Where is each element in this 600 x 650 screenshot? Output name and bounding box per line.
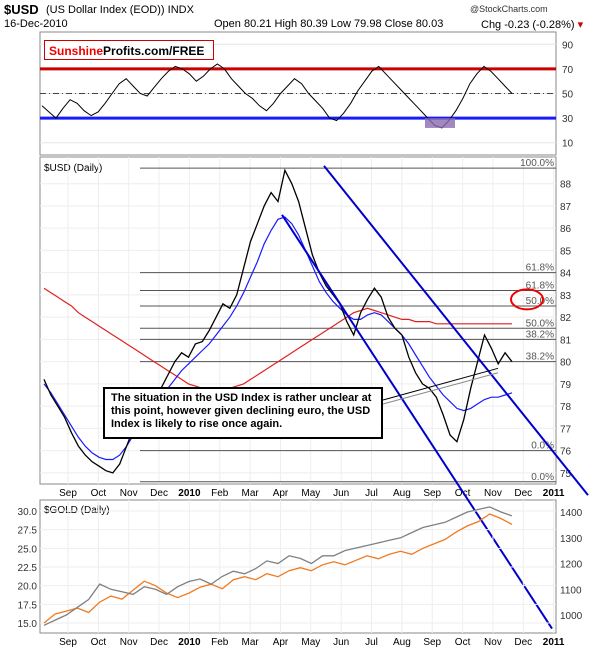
usd-x-tick-label: 2011 — [543, 488, 565, 499]
annotation-pointer — [382, 367, 499, 401]
gold-left-tick-label: 25.0 — [18, 544, 38, 555]
rsi-tick-label: 30 — [562, 114, 574, 125]
date-label: 16-Dec-2010 — [4, 18, 68, 30]
channel-lower-line — [281, 214, 553, 630]
usd-x-tick-label: Nov — [120, 488, 138, 499]
usd-x-tick-label: Aug — [393, 488, 411, 499]
gold-x-tick-label: Jul — [365, 637, 378, 648]
channel-upper-line — [323, 165, 589, 496]
rsi-oversold-shade — [425, 118, 455, 128]
gold-x-tick-label: Sep — [423, 637, 441, 648]
rsi-tick-label: 90 — [562, 40, 574, 51]
usd-x-tick-label: 2010 — [178, 488, 201, 499]
gold-x-tick-label: Sep — [59, 637, 77, 648]
usd-tick-label: 78 — [560, 402, 572, 413]
usd-tick-label: 85 — [560, 246, 572, 257]
usd-x-tick-label: Dec — [514, 488, 532, 499]
symbol-title: $USD — [4, 2, 39, 17]
usd-x-tick-label: Jun — [333, 488, 349, 499]
highlight-circle — [510, 288, 544, 311]
fib-label: 61.8% — [526, 280, 554, 291]
usd-x-tick-label: Sep — [59, 488, 77, 499]
usd-x-tick-label: Dec — [150, 488, 168, 499]
gold-x-tick-label: 2011 — [543, 637, 565, 648]
usd-tick-label: 87 — [560, 202, 572, 213]
usd-x-tick-label: Oct — [91, 488, 107, 499]
gold-x-tick-label: Mar — [242, 637, 260, 648]
ohlc-readout: Open 80.21 High 80.39 Low 79.98 Close 80… — [214, 18, 444, 30]
usd-x-tick-label: Apr — [273, 488, 289, 499]
rsi-tick-label: 50 — [562, 90, 574, 101]
usd-tick-label: 82 — [560, 313, 572, 324]
fib-label: 38.2% — [526, 329, 554, 340]
usd-tick-label: 75 — [560, 469, 572, 480]
gold-x-tick-label: Oct — [91, 637, 107, 648]
watermark: @StockCharts.com — [470, 4, 548, 14]
fib-label: 61.8% — [526, 263, 554, 274]
gold-x-tick-label: Aug — [393, 637, 411, 648]
usd-x-tick-label: Jul — [365, 488, 378, 499]
usd-x-tick-label: Mar — [242, 488, 260, 499]
gold-x-tick-label: Dec — [514, 637, 532, 648]
usd-tick-label: 81 — [560, 335, 572, 346]
change-readout: Chg -0.23 (-0.28%) ▾ — [481, 19, 584, 31]
usd-tick-label: 84 — [560, 269, 572, 280]
gold-x-tick-label: 2010 — [178, 637, 201, 648]
gold-x-tick-label: Dec — [150, 637, 168, 648]
usd-tick-label: 83 — [560, 291, 572, 302]
gold-x-tick-label: May — [301, 637, 320, 648]
annotation-box: The situation in the USD Index is rather… — [103, 387, 383, 439]
usd-tick-label: 77 — [560, 424, 572, 435]
rsi-tick-label: 70 — [562, 65, 574, 76]
gold-right-tick-label: 1400 — [560, 508, 583, 519]
gold-left-tick-label: 30.0 — [18, 507, 38, 518]
gold-right-tick-label: 1200 — [560, 560, 583, 571]
usd-x-tick-label: May — [301, 488, 320, 499]
fib-label: 0.0% — [531, 472, 554, 483]
usd-ma50-line — [43, 216, 513, 461]
gold-left-tick-label: 27.5 — [18, 526, 38, 537]
usd-price-line — [43, 168, 513, 474]
rsi-tick-label: 10 — [562, 139, 574, 150]
gold-x-tick-label: Jun — [333, 637, 349, 648]
gold-x-tick-label: Oct — [455, 637, 471, 648]
usd-x-tick-label: Nov — [484, 488, 502, 499]
usd-x-tick-label: Feb — [211, 488, 229, 499]
gold-orange-line — [43, 513, 513, 624]
usd-ma200-line — [43, 287, 512, 392]
brand-logo: SunshineProfits.com/FREE — [44, 40, 214, 60]
usd-tick-label: 86 — [560, 224, 572, 235]
gold-right-tick-label: 1300 — [560, 534, 583, 545]
fib-label: 38.2% — [526, 352, 554, 363]
gold-x-tick-label: Nov — [484, 637, 502, 648]
gold-left-tick-label: 20.0 — [18, 582, 38, 593]
fib-label: 100.0% — [520, 158, 554, 169]
usd-panel-title: $USD (Daily) — [44, 163, 102, 174]
gold-x-tick-label: Feb — [211, 637, 229, 648]
gold-left-tick-label: 22.5 — [18, 563, 38, 574]
usd-tick-label: 88 — [560, 180, 572, 191]
usd-tick-label: 80 — [560, 358, 572, 369]
fib-label: 0.0% — [531, 441, 554, 452]
gold-grey-line — [43, 506, 513, 626]
annotation-pointer-shadow — [382, 372, 499, 405]
usd-tick-label: 76 — [560, 447, 572, 458]
gold-x-tick-label: Apr — [273, 637, 289, 648]
gold-x-tick-label: Nov — [120, 637, 138, 648]
gold-left-tick-label: 17.5 — [18, 600, 38, 611]
usd-x-tick-label: Sep — [423, 488, 441, 499]
usd-tick-label: 79 — [560, 380, 572, 391]
gold-left-tick-label: 15.0 — [18, 619, 38, 630]
gold-right-tick-label: 1000 — [560, 611, 583, 622]
fib-label: 50.0% — [526, 318, 554, 329]
gold-right-tick-label: 1100 — [560, 585, 582, 596]
symbol-name: (US Dollar Index (EOD)) INDX — [46, 4, 194, 16]
fib-label: 50.0% — [526, 296, 554, 307]
